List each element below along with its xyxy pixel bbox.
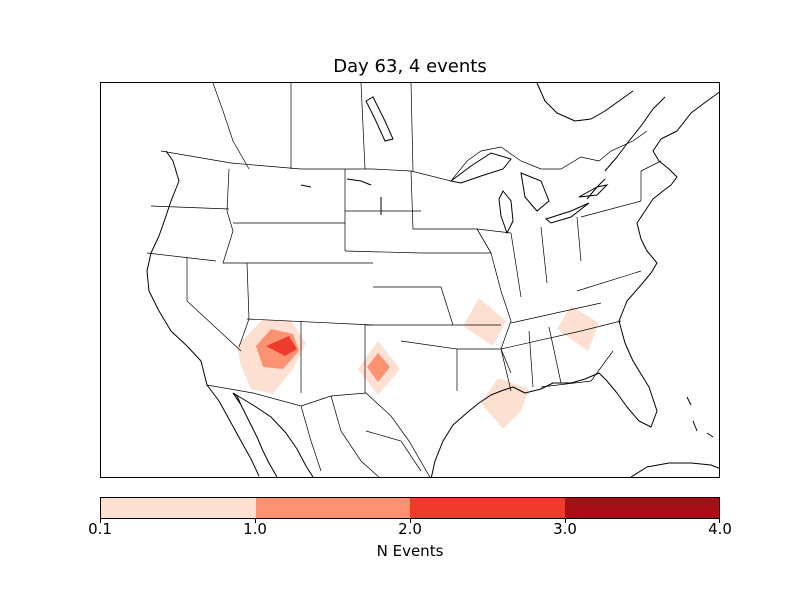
lake-winnipeg	[365, 96, 394, 142]
lake-erie	[544, 202, 590, 224]
contour-ga-level1	[557, 306, 599, 351]
bahamas-islands	[686, 396, 714, 438]
nv-ut-line	[238, 262, 250, 348]
map-svg	[146, 83, 719, 477]
colorbar	[100, 497, 720, 519]
colorbar-segment	[564, 498, 719, 518]
colorbar-tick	[565, 519, 566, 523]
canada-us-border	[160, 130, 648, 182]
mo-ar-line	[440, 286, 501, 326]
wa-or-line	[150, 205, 230, 210]
colorbar-tick-label: 2.0	[398, 520, 422, 538]
baja-coastline	[232, 392, 278, 477]
maritime-coastline	[586, 96, 666, 200]
contour-tx-level2	[367, 353, 390, 382]
lake-ontario	[578, 184, 609, 198]
contour-la-level1	[481, 378, 529, 429]
colorbar-tick	[719, 519, 720, 523]
map-title: Day 63, 4 events	[333, 56, 487, 77]
new-england	[640, 160, 662, 201]
contour-ar-level1	[463, 298, 506, 346]
province-lines	[212, 83, 414, 172]
colorbar-tick-label: 4.0	[708, 520, 732, 538]
lake-huron	[520, 172, 550, 212]
pacific-coastline	[146, 150, 260, 477]
sd-ne-line	[344, 250, 422, 254]
mexico-us-border	[206, 384, 431, 477]
colorbar-segment	[101, 498, 256, 518]
or-ca-line	[146, 252, 217, 262]
oh-pa-line	[576, 216, 582, 262]
ky-tn-line	[510, 302, 602, 324]
ut-co-line	[246, 318, 374, 326]
colorbar-tick	[410, 519, 411, 523]
contour-az-level3	[266, 336, 297, 356]
wi-il-line	[476, 228, 512, 234]
colorbar-label: N Events	[376, 542, 444, 560]
map-area	[100, 82, 720, 478]
colorbar-tick-label: 1.0	[243, 520, 267, 538]
mexico-state-lines	[300, 395, 422, 477]
colorbar-tick-label: 3.0	[553, 520, 577, 538]
ia-mo-line	[421, 228, 492, 254]
atlantic-coastline	[618, 91, 719, 344]
tn-south-line	[500, 320, 622, 350]
canadian-lakes	[300, 178, 382, 215]
ms-al-line	[528, 326, 562, 388]
il-in-line	[510, 232, 522, 298]
gulf-california-coast	[232, 392, 314, 477]
colorbar-segment	[410, 498, 565, 518]
ny-pa-line	[580, 200, 642, 218]
in-oh-line	[540, 226, 548, 284]
id-border	[222, 168, 277, 264]
cuba-coast	[630, 462, 719, 477]
event-contours	[237, 298, 599, 429]
ca-nv-line	[186, 257, 242, 352]
state-boundaries	[146, 83, 662, 477]
coastlines-borders	[146, 83, 719, 477]
ga-fl-line	[540, 350, 614, 388]
colorbar-segment	[255, 498, 410, 518]
ar-la-line	[457, 348, 512, 374]
va-nc-line	[576, 270, 642, 292]
lake-superior	[449, 152, 512, 184]
lake-michigan	[498, 190, 514, 235]
mississippi-river	[476, 228, 512, 392]
colorbar-tick-label: 0.1	[88, 520, 112, 538]
hudson-bay-coast	[536, 83, 634, 122]
mn-border	[410, 170, 477, 230]
great-lakes	[300, 96, 609, 235]
colorbar-tick	[100, 519, 101, 523]
colorbar-tick	[255, 519, 256, 523]
gulf-coastline	[430, 342, 658, 477]
